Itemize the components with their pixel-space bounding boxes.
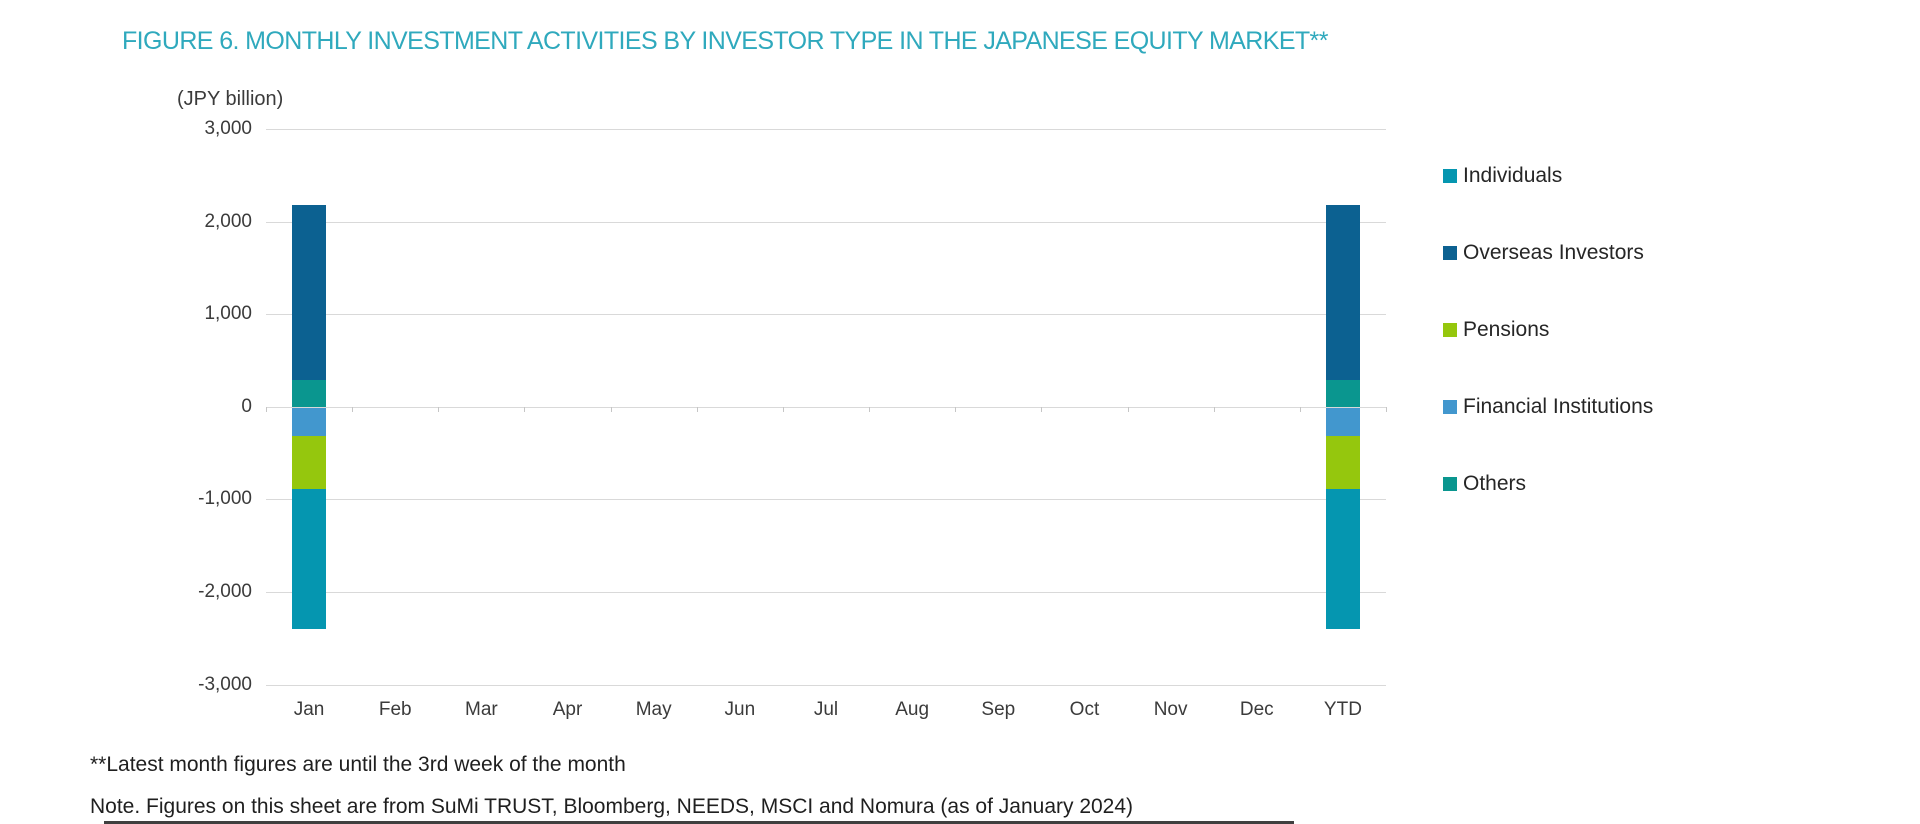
category-axis-tick-0 xyxy=(266,406,267,412)
zero-axis-line xyxy=(266,406,1386,408)
category-axis-tick-1 xyxy=(352,406,354,412)
bar-segment-jan-financial-institutions xyxy=(292,406,327,437)
bar-segment-ytd-pensions xyxy=(1325,436,1360,490)
x-axis-label-oct: Oct xyxy=(1069,699,1100,720)
legend-label-financial-institutions: Financial Institutions xyxy=(1463,395,1654,418)
gridline--2000 xyxy=(266,591,1386,593)
category-axis-tick-12 xyxy=(1299,406,1301,412)
x-axis-label-aug: Aug xyxy=(895,699,930,720)
legend-item-overseas-investors: Overseas Investors xyxy=(1443,240,1644,266)
x-axis-label-sep: Sep xyxy=(981,699,1016,720)
x-axis-label-jan: Jan xyxy=(293,699,325,720)
legend-swatch-overseas-investors xyxy=(1443,246,1457,260)
axis-unit-label: (JPY billion) xyxy=(177,88,284,110)
legend-label-pensions: Pensions xyxy=(1463,318,1550,341)
gridline-3000 xyxy=(266,129,1386,130)
x-axis-label-jul: Jul xyxy=(813,699,839,720)
figure-title: FIGURE 6. MONTHLY INVESTMENT ACTIVITIES … xyxy=(122,27,1328,55)
y-axis-label--3000: -3,000 xyxy=(198,673,252,695)
y-axis-label-1000: 1,000 xyxy=(204,303,252,325)
category-axis-tick-9 xyxy=(1041,406,1043,412)
gridline-1000 xyxy=(266,314,1386,316)
x-axis-label-may: May xyxy=(635,699,672,720)
legend-item-others: Others xyxy=(1443,471,1526,497)
legend-item-pensions: Pensions xyxy=(1443,317,1549,343)
cropped-content-edge xyxy=(104,821,1294,824)
category-axis-tick-13 xyxy=(1386,406,1387,412)
category-axis-tick-3 xyxy=(524,406,526,412)
x-axis-label-dec: Dec xyxy=(1239,699,1274,720)
legend-swatch-pensions xyxy=(1443,323,1457,337)
legend-item-individuals: Individuals xyxy=(1443,163,1562,189)
bar-segment-ytd-others xyxy=(1325,379,1360,407)
bar-segment-jan-overseas-investors xyxy=(292,204,327,380)
category-axis-tick-8 xyxy=(955,406,957,412)
x-axis-label-ytd: YTD xyxy=(1323,699,1362,720)
category-axis-tick-5 xyxy=(696,406,698,412)
category-axis-tick-2 xyxy=(438,406,440,412)
legend-swatch-individuals xyxy=(1443,169,1457,183)
gridline--1000 xyxy=(266,499,1386,501)
category-axis-tick-6 xyxy=(782,406,784,412)
footnote-sources: Note. Figures on this sheet are from SuM… xyxy=(90,795,1134,818)
y-axis-label-2000: 2,000 xyxy=(204,210,252,232)
footnote-latest-month: **Latest month figures are until the 3rd… xyxy=(90,753,626,776)
bar-segment-ytd-overseas-investors xyxy=(1325,204,1360,380)
y-axis-label--1000: -1,000 xyxy=(198,488,252,510)
bar-segment-jan-individuals xyxy=(292,489,327,629)
bar-segment-jan-pensions xyxy=(292,436,327,490)
category-axis-tick-7 xyxy=(869,406,871,412)
legend-label-individuals: Individuals xyxy=(1463,164,1563,187)
x-axis-label-jun: Jun xyxy=(724,699,756,720)
bar-segment-ytd-financial-institutions xyxy=(1325,406,1360,437)
x-axis-label-mar: Mar xyxy=(465,699,498,720)
legend-item-financial-institutions: Financial Institutions xyxy=(1443,394,1653,420)
legend-swatch-others xyxy=(1443,477,1457,491)
bar-segment-jan-others xyxy=(292,379,327,407)
x-axis-label-nov: Nov xyxy=(1153,699,1188,720)
y-axis-label-3000: 3,000 xyxy=(204,118,252,139)
legend-label-others: Others xyxy=(1463,472,1527,495)
legend-label-overseas-investors: Overseas Investors xyxy=(1463,241,1644,264)
x-axis-label-feb: Feb xyxy=(378,699,412,720)
category-axis-tick-11 xyxy=(1213,406,1215,412)
category-axis-tick-10 xyxy=(1127,406,1129,412)
category-axis-tick-4 xyxy=(610,406,612,412)
legend-swatch-financial-institutions xyxy=(1443,400,1457,414)
gridline-2000 xyxy=(266,221,1386,223)
gridline--3000 xyxy=(266,684,1386,686)
bar-segment-ytd-individuals xyxy=(1325,489,1360,629)
y-axis-label-0: 0 xyxy=(241,395,252,417)
x-axis-label-apr: Apr xyxy=(552,699,583,720)
y-axis-label--2000: -2,000 xyxy=(198,580,252,602)
chart-legend: Individuals Overseas Investors Pensions Fin… xyxy=(1443,0,1863,824)
